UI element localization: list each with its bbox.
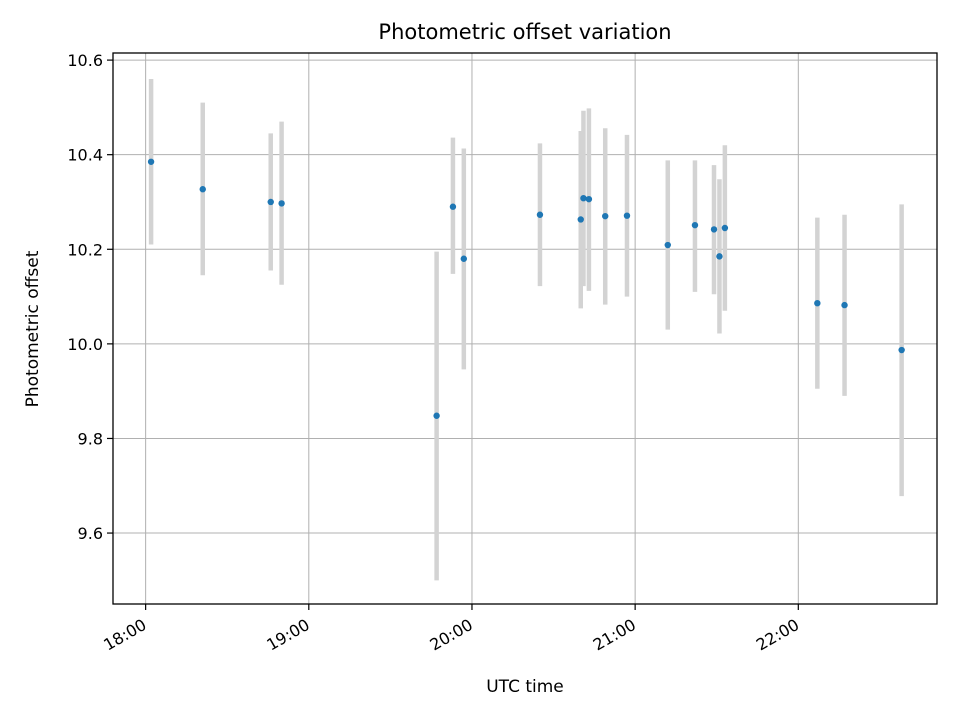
data-point: [536, 211, 544, 218]
data-point: [898, 346, 905, 354]
data-points: [147, 158, 905, 419]
data-point: [602, 212, 609, 220]
data-point: [691, 221, 699, 229]
data-point: [721, 224, 729, 232]
grid: [113, 53, 937, 604]
y-tick-label: 10.2: [67, 240, 103, 259]
y-tick-label: 10.4: [67, 146, 103, 165]
data-point: [577, 216, 584, 223]
data-point: [585, 195, 593, 203]
y-axis-label: Photometric offset: [23, 250, 43, 407]
y-tick-label: 9.6: [78, 524, 103, 543]
data-point: [710, 226, 718, 233]
data-point: [814, 299, 821, 307]
y-tick-label: 10.6: [67, 51, 103, 70]
y-tick-label: 10.0: [67, 335, 103, 354]
y-tick-label: 9.8: [78, 429, 103, 448]
data-point: [278, 200, 285, 207]
x-axis-label: UTC time: [486, 677, 564, 697]
data-point: [580, 194, 587, 202]
y-ticks: 9.6 9.8 10.0 10.2 10.4 10.6: [67, 51, 113, 543]
data-point: [147, 158, 155, 165]
data-point: [460, 255, 468, 262]
data-point: [433, 412, 440, 419]
data-point: [449, 203, 457, 210]
data-point: [716, 253, 723, 260]
chart-title: Photometric offset variation: [378, 20, 671, 44]
data-point: [199, 186, 206, 193]
data-point: [623, 212, 631, 219]
data-point: [664, 241, 671, 249]
data-point: [841, 301, 848, 309]
data-point: [267, 198, 274, 206]
plot-frame: [112, 52, 938, 605]
